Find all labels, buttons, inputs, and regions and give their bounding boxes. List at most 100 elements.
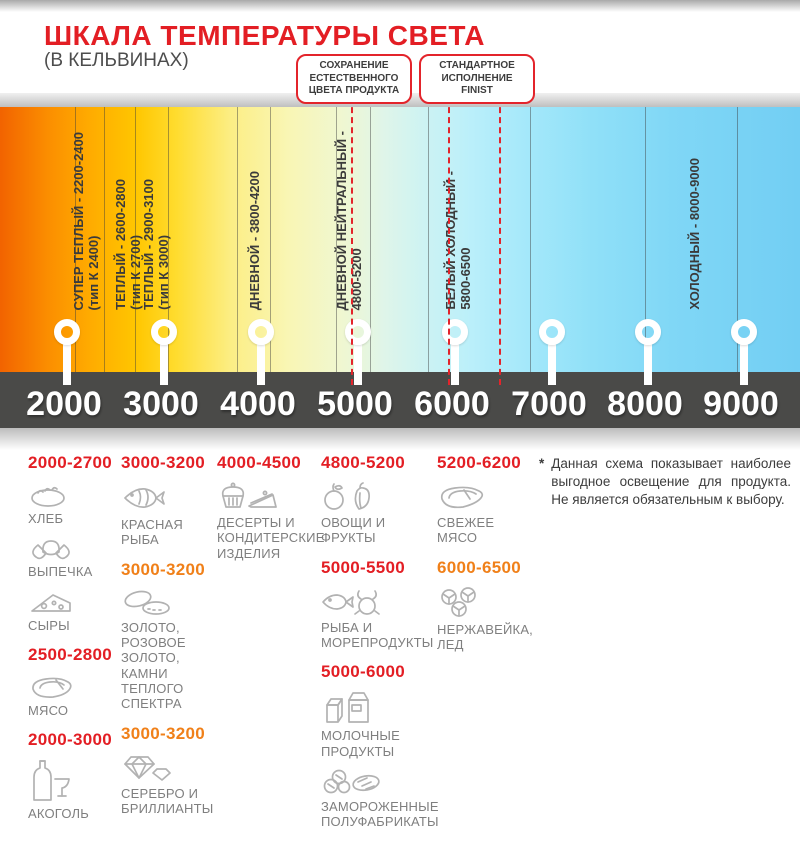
zone-label-super-warm: СУПЕР ТЕПЛЫЙ - 2200-2400 (тип К 2400) <box>71 131 101 310</box>
range-heading: 5000-5500 <box>321 557 405 577</box>
item-label: ДЕСЕРТЫ И КОНДИТЕРСКИЕ ИЗДЕЛИЯ <box>217 515 325 561</box>
frozen-food-icon <box>323 769 380 794</box>
item-label: МОЛОЧНЫЕ ПРОДУКТЫ <box>321 728 400 759</box>
range-group: 2000-3000 АКОГОЛЬ <box>28 730 120 821</box>
gridline <box>370 107 371 372</box>
item-label: ВЫПЕЧКА <box>28 564 93 580</box>
item-label: НЕРЖАВЕЙКА, ЛЕД <box>437 621 533 652</box>
list-item: ЗОЛОТО, РОЗОВОЕ ЗОЛОТО, КАМНИ ТЕПЛОГО СП… <box>121 587 227 712</box>
item-label: ХЛЕБ <box>28 511 64 526</box>
below-bar-shade-band <box>0 428 800 450</box>
kelvin-scale-bar <box>0 372 800 428</box>
range-heading: 3000-3200 <box>121 453 205 472</box>
range-heading: 2000-2700 <box>28 453 112 472</box>
range-heading: 4000-4500 <box>217 453 301 472</box>
item-label: АКОГОЛЬ <box>28 806 89 822</box>
gridline <box>428 107 429 372</box>
range-heading: 6000-6500 <box>437 557 521 577</box>
range-heading: 2000-3000 <box>28 730 112 750</box>
range-group: 3000-3200 КРАСНАЯ РЫБА <box>121 453 227 548</box>
bread-icon <box>31 486 65 507</box>
list-item: СВЕЖЕЕ МЯСО <box>437 480 549 546</box>
range-heading: 2500-2800 <box>28 644 112 664</box>
scale-tick-6000: 6000 <box>414 385 490 423</box>
list-item: СЕРЕБРО И БРИЛЛИАНТЫ <box>121 751 227 817</box>
range-group: 2000-2700 ХЛЕБ ВЫПЕЧКА СЫРЫ <box>28 453 120 633</box>
scale-tick-3000: 3000 <box>123 385 199 423</box>
list-item: МЯСО <box>28 672 120 718</box>
range-group: 4800-5200 ОВОЩИ И ФРУКТЫ <box>321 453 463 546</box>
zone-label-warm-2700: ТЕПЛЫЙ - 2600-2800 (тип К 2700) <box>113 179 143 310</box>
list-item: ВЫПЕЧКА <box>28 533 120 579</box>
list-item: ХЛЕБ <box>28 480 120 526</box>
gridline <box>530 107 531 372</box>
gridline <box>645 107 646 372</box>
list-item: ДЕСЕРТЫ И КОНДИТЕРСКИЕ ИЗДЕЛИЯ <box>217 480 327 561</box>
range-heading: 5200-6200 <box>437 453 521 472</box>
zone-label-cold: ХОЛОДНЫЙ - 8000-9000 <box>687 158 702 310</box>
seafood-icon <box>322 589 380 615</box>
fish-icon <box>124 488 165 508</box>
top-shade-band <box>0 0 800 12</box>
scale-tick-5000: 5000 <box>317 385 393 423</box>
gridline <box>336 107 337 372</box>
callout-standard-finist: СТАНДАРТНОЕ ИСПОЛНЕНИЕ FINIST <box>419 54 535 104</box>
alcohol-icon <box>33 760 70 802</box>
fruits-icon <box>324 482 370 510</box>
scale-tick-2000: 2000 <box>26 385 102 423</box>
item-label: СЫРЫ <box>28 617 70 633</box>
list-item: НЕРЖАВЕЙКА, ЛЕД <box>437 585 549 653</box>
zone-label-neutral: ДНЕВНОЙ НЕЙТРАЛЬНЫЙ - 4800-5200 <box>334 130 364 310</box>
scale-tick-9000: 9000 <box>703 385 779 423</box>
range-group: 5200-6200 СВЕЖЕЕ МЯСО <box>437 453 549 546</box>
zone-label-daylight: ДНЕВНОЙ - 3800-4200 <box>247 170 262 310</box>
range-group: 3000-3200 СЕРЕБРО И БРИЛЛИАНТЫ <box>121 724 227 817</box>
gridline <box>104 107 105 372</box>
item-label: КРАСНАЯ РЫБА <box>121 517 183 548</box>
gridline <box>75 107 76 372</box>
list-item: МОЛОЧНЫЕ ПРОДУКТЫ <box>321 689 463 759</box>
item-label: ОВОЩИ И ФРУКТЫ <box>321 515 386 546</box>
range-heading: 5000-6000 <box>321 662 405 682</box>
item-label: МЯСО <box>28 702 69 718</box>
gridline <box>737 107 738 372</box>
range-heading: 4800-5200 <box>321 453 405 472</box>
callout-natural-color: СОХРАНЕНИЕ ЕСТЕСТВЕННОГО ЦВЕТА ПРОДУКТА <box>296 54 412 104</box>
milk-icon <box>326 692 369 724</box>
gridline <box>237 107 238 372</box>
gridline <box>135 107 136 372</box>
diamond-icon <box>124 755 171 781</box>
page-title: ШКАЛА ТЕМПЕРАТУРЫ СВЕТА <box>44 20 485 51</box>
gridline <box>270 107 271 372</box>
meat-icon <box>32 677 72 698</box>
range-group: 2500-2800 МЯСО <box>28 645 120 718</box>
cheese-icon <box>31 593 71 612</box>
footnote-asterisk: * <box>539 456 545 471</box>
range-heading: 3000-3200 <box>121 723 205 743</box>
column-5: 5200-6200 СВЕЖЕЕ МЯСО 6000-6500 НЕРЖАВЕЙ… <box>437 453 549 664</box>
croissant-icon <box>32 540 70 560</box>
gridline <box>168 107 169 372</box>
footnote-text: Данная схема показывает наиболее выгодно… <box>551 456 791 507</box>
rings-icon <box>124 590 170 615</box>
list-item: ЗАМОРОЖЕННЫЕ ПОЛУФАБРИКАТЫ <box>321 766 463 830</box>
range-group: 4000-4500 ДЕСЕРТЫ И КОНДИТЕРСКИЕ ИЗДЕЛИЯ <box>217 453 327 561</box>
range-group: 5000-5500 РЫБА И МОРЕПРОДУКТЫ <box>321 558 463 651</box>
item-label: ЗАМОРОЖЕННЫЕ ПОЛУФАБРИКАТЫ <box>321 798 439 830</box>
scale-tick-7000: 7000 <box>511 385 587 423</box>
footnote: * Данная схема показывает наиболее выгод… <box>539 455 791 508</box>
column-2: 3000-3200 КРАСНАЯ РЫБА 3000-3200 ЗОЛОТО,… <box>121 453 227 828</box>
ice-cubes-icon <box>441 586 476 617</box>
list-item: РЫБА И МОРЕПРОДУКТЫ <box>321 585 463 651</box>
temperature-gradient-bar: СУПЕР ТЕПЛЫЙ - 2200-2400 (тип К 2400) ТЕ… <box>0 107 800 372</box>
column-3: 4000-4500 ДЕСЕРТЫ И КОНДИТЕРСКИЕ ИЗДЕЛИЯ <box>217 453 327 573</box>
range-group: 3000-3200 ЗОЛОТО, РОЗОВОЕ ЗОЛОТО, КАМНИ … <box>121 560 227 712</box>
scale-tick-4000: 4000 <box>220 385 296 423</box>
steak-icon <box>440 486 484 509</box>
list-item: ОВОЩИ И ФРУКТЫ <box>321 480 463 546</box>
item-label: ЗОЛОТО, РОЗОВОЕ ЗОЛОТО, КАМНИ ТЕПЛОГО СП… <box>121 619 186 712</box>
range-heading: 3000-3200 <box>121 559 205 579</box>
item-label: СЕРЕБРО И БРИЛЛИАНТЫ <box>121 785 214 816</box>
range-group: 6000-6500 НЕРЖАВЕЙКА, ЛЕД <box>437 558 549 653</box>
column-1: 2000-2700 ХЛЕБ ВЫПЕЧКА СЫРЫ 2500-2800 <box>28 453 120 834</box>
